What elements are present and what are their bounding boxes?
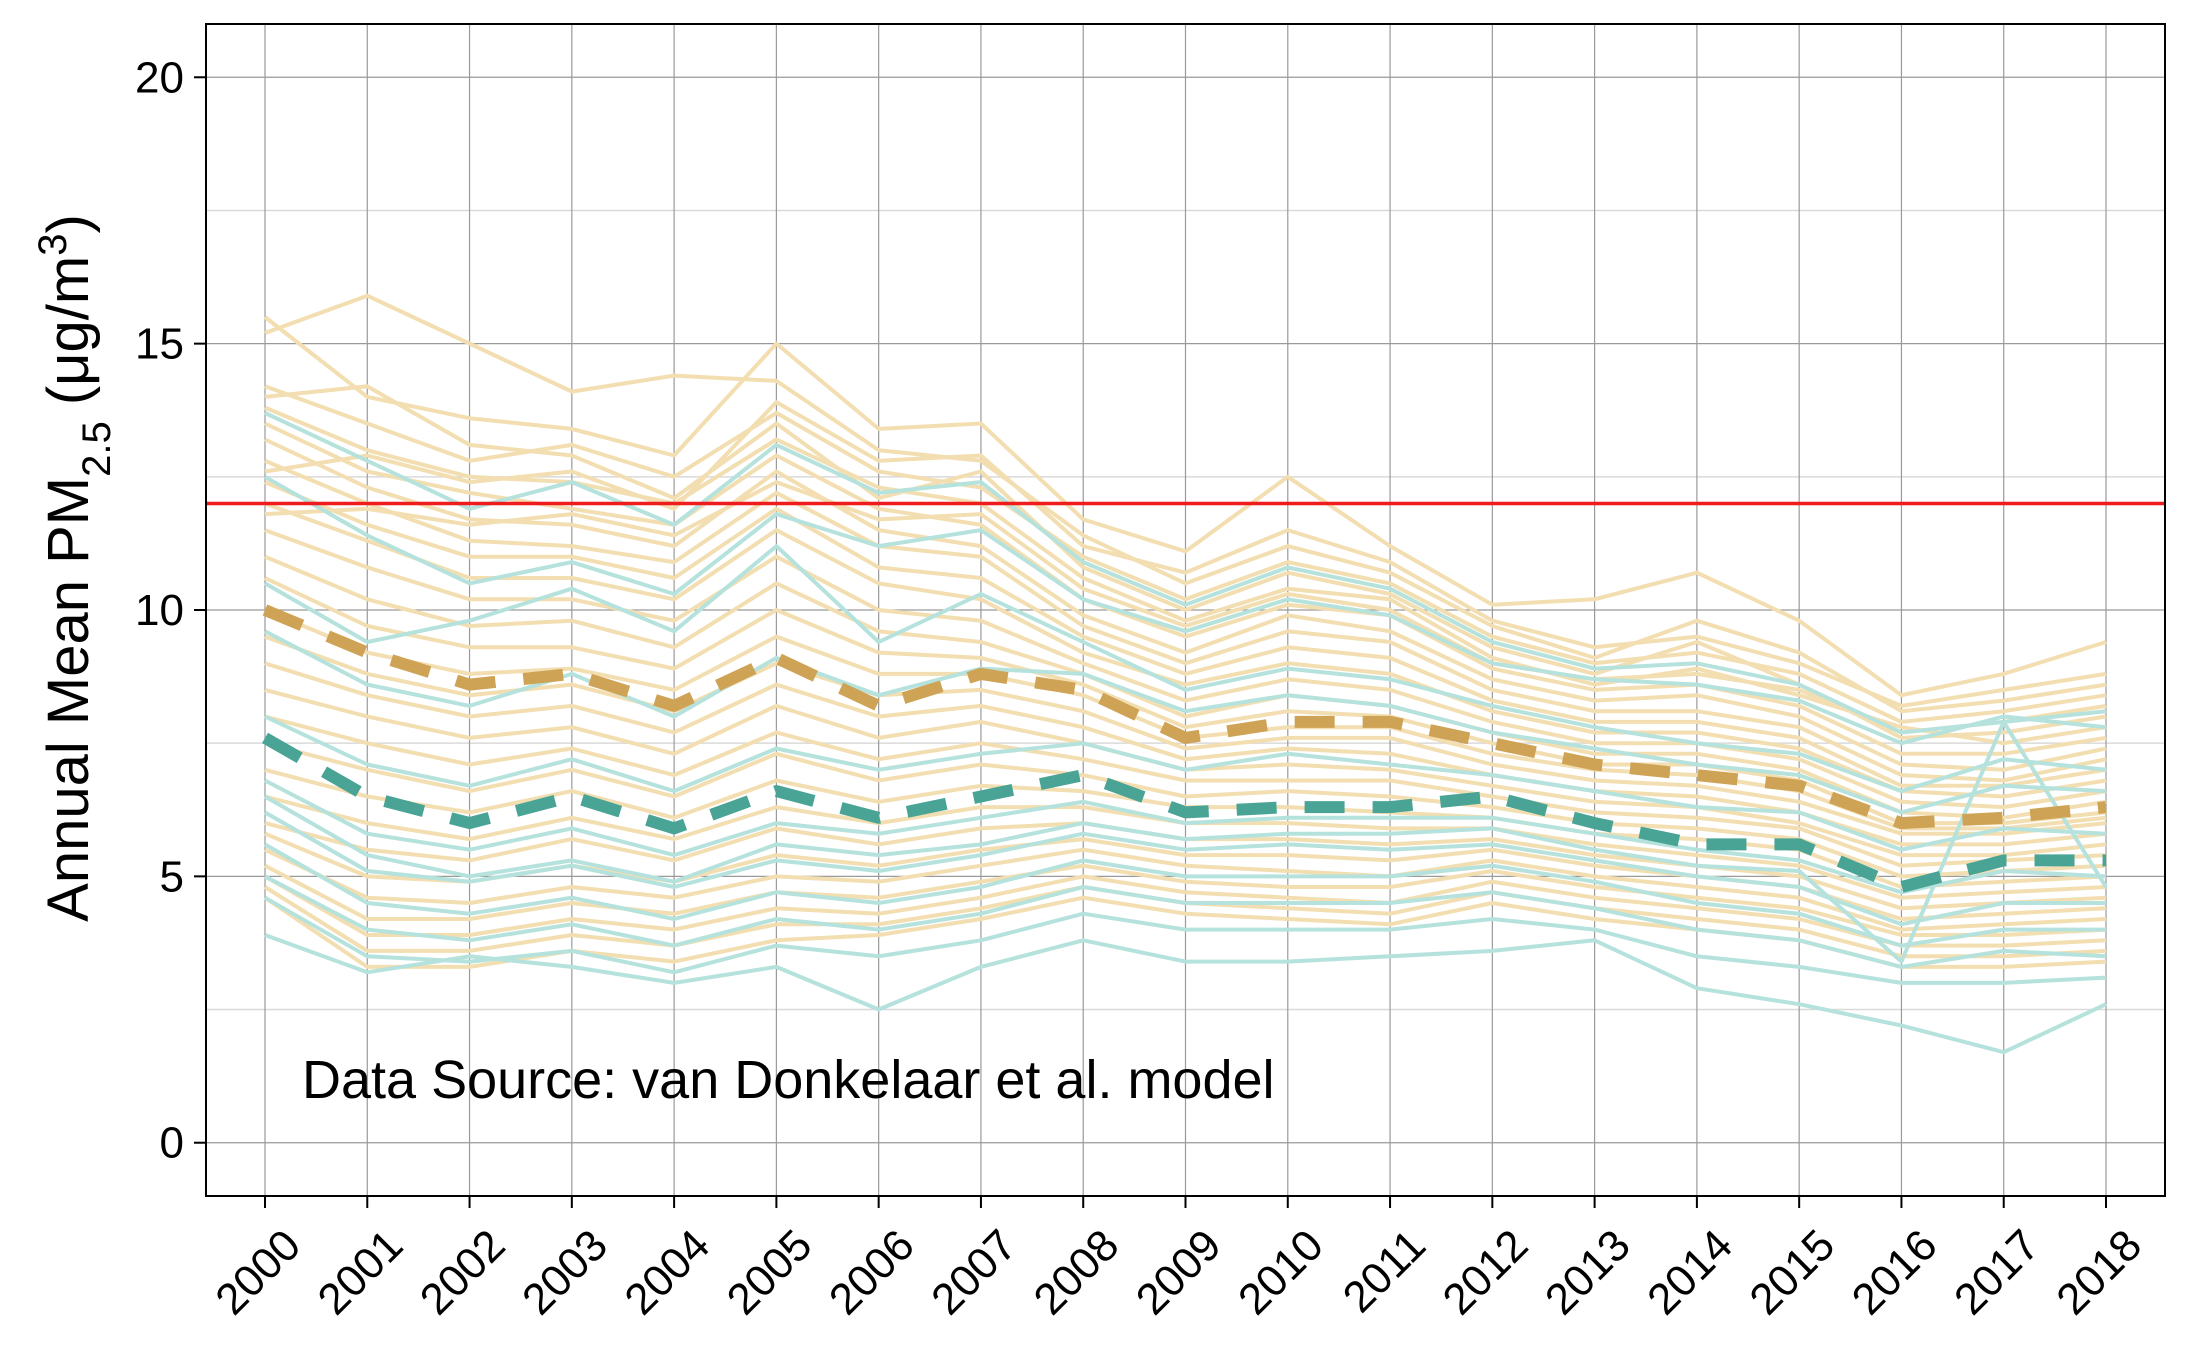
y-axis-title-unit-close: ) [36, 214, 101, 233]
beige-series-line [264, 480, 2107, 788]
teal-mean-line [262, 732, 2106, 893]
beige-series-line [264, 714, 2107, 868]
teal-series-line [264, 933, 2107, 1055]
beige-series-line [264, 847, 2107, 932]
y-tick-label: 5 [160, 852, 184, 901]
y-axis-title: Annual Mean PM2.5 (μg/m3) [31, 214, 119, 922]
y-axis-title-superscript: 3 [31, 234, 75, 256]
data-source-annotation: Data Source: van Donkelaar et al. model [302, 1050, 1275, 1110]
y-axis-title-subscript: 2.5 [75, 421, 119, 477]
grid [206, 24, 2165, 1196]
teal-series-line [264, 475, 2107, 746]
beige-series-line [264, 421, 2107, 756]
teal-series-line [264, 714, 2107, 852]
beige-series-line [264, 384, 2107, 724]
teal-series-line [264, 810, 2106, 927]
y-tick-label: 20 [135, 53, 184, 102]
beige-mean-line [262, 604, 2107, 830]
beige-series-line [264, 874, 2107, 948]
beige-series-line [264, 863, 2107, 937]
y-tick-label: 0 [160, 1119, 184, 1168]
beige-series-line [264, 400, 2107, 708]
teal-series-line [264, 629, 2107, 815]
mean-series-lines [262, 604, 2107, 893]
teal-series-line [264, 544, 2107, 794]
beige-series-line [264, 437, 2107, 772]
teal-series-lines [264, 411, 2108, 1055]
beige-series-line [264, 501, 2107, 799]
teal-series-line [264, 895, 2107, 985]
teal-series-line [264, 411, 2107, 735]
y-axis-title-main: Annual Mean PM [36, 477, 101, 922]
beige-series-line [264, 634, 2107, 836]
teal-series-line [264, 778, 2107, 895]
y-tick-label: 10 [135, 586, 184, 635]
teal-series-line [264, 874, 2107, 969]
teal-series-line [264, 842, 2106, 948]
beige-series-line [264, 293, 2107, 714]
beige-series-line [263, 315, 2107, 698]
teal-series-line [264, 719, 2108, 964]
beige-series-line [264, 458, 2107, 783]
beige-series-line [264, 480, 2107, 735]
y-tick-label: 15 [135, 320, 184, 369]
y-axis-title-unit: (μg/m [36, 256, 101, 422]
beige-series-line [264, 554, 2107, 820]
beige-series-line [264, 528, 2107, 810]
